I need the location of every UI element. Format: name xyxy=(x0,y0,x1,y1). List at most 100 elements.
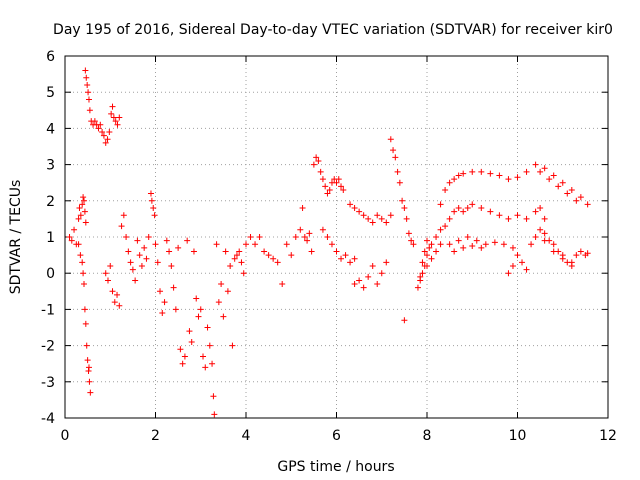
data-point-0-64 xyxy=(138,262,145,269)
data-point-0-196 xyxy=(460,208,467,215)
y-tick-label-9: 5 xyxy=(46,85,55,101)
x-tick-label-3: 6 xyxy=(332,428,341,444)
data-point-0-156 xyxy=(360,212,367,219)
data-point-0-204 xyxy=(523,215,530,222)
data-point-0-77 xyxy=(163,237,170,244)
data-point-0-247 xyxy=(532,234,539,240)
data-point-0-226 xyxy=(577,194,584,201)
data-point-0-46 xyxy=(114,121,121,128)
data-point-0-9 xyxy=(81,197,88,204)
data-point-0-180 xyxy=(408,237,415,244)
data-point-0-91 xyxy=(195,313,202,320)
data-point-0-89 xyxy=(190,248,197,255)
data-point-0-188 xyxy=(426,244,433,251)
data-point-0-95 xyxy=(204,324,211,331)
data-point-0-155 xyxy=(356,208,363,215)
data-point-0-227 xyxy=(584,201,591,208)
data-point-0-198 xyxy=(469,201,476,208)
data-point-0-108 xyxy=(231,255,238,262)
data-point-0-42 xyxy=(108,110,115,117)
data-point-0-48 xyxy=(102,270,109,277)
data-point-0-75 xyxy=(159,310,166,317)
data-point-0-38 xyxy=(100,132,107,139)
data-point-0-244 xyxy=(509,262,516,269)
data-point-0-183 xyxy=(414,284,421,291)
data-point-0-72 xyxy=(152,241,159,248)
data-point-0-8 xyxy=(80,194,87,201)
data-point-0-4 xyxy=(75,215,82,222)
data-point-0-241 xyxy=(514,252,521,259)
data-point-0-270 xyxy=(421,262,428,269)
data-point-0-87 xyxy=(186,328,193,335)
data-point-0-54 xyxy=(116,302,123,309)
data-point-0-240 xyxy=(509,244,516,251)
data-point-0-90 xyxy=(193,295,200,302)
data-point-0-120 xyxy=(274,259,281,266)
x-tick-label-5: 10 xyxy=(509,428,527,444)
data-point-0-268 xyxy=(417,273,424,280)
data-point-0-229 xyxy=(546,176,553,183)
data-point-0-112 xyxy=(240,270,247,277)
data-point-0-135 xyxy=(319,176,326,183)
data-point-0-29 xyxy=(85,96,92,103)
data-point-0-231 xyxy=(564,190,571,197)
data-point-0-60 xyxy=(129,266,136,273)
data-point-0-165 xyxy=(360,284,367,291)
y-axis-label: SDTVAR / TECUs xyxy=(8,180,24,295)
data-point-0-172 xyxy=(390,147,397,154)
y-tick-label-3: -1 xyxy=(41,302,55,318)
data-point-0-154 xyxy=(351,205,358,212)
data-point-0-160 xyxy=(378,215,385,222)
data-point-0-171 xyxy=(387,136,394,143)
data-point-0-83 xyxy=(177,346,184,353)
data-point-0-81 xyxy=(172,306,179,313)
data-point-0-50 xyxy=(107,262,114,269)
data-point-0-225 xyxy=(568,186,575,193)
data-point-0-92 xyxy=(197,306,204,313)
data-point-0-24 xyxy=(85,364,92,371)
data-point-0-151 xyxy=(347,259,354,266)
data-point-0-221 xyxy=(532,161,539,168)
data-point-0-102 xyxy=(218,281,225,288)
data-point-0-82 xyxy=(175,244,182,251)
data-point-0-67 xyxy=(145,234,152,240)
data-point-0-220 xyxy=(523,168,530,175)
x-tick-label-2: 4 xyxy=(242,428,251,444)
data-point-0-149 xyxy=(338,255,345,262)
data-point-0-71 xyxy=(151,212,158,219)
data-point-0-99 xyxy=(211,411,218,418)
data-point-0-197 xyxy=(464,205,471,212)
data-point-0-216 xyxy=(487,170,494,177)
data-point-0-130 xyxy=(308,248,315,255)
data-point-0-201 xyxy=(496,212,503,219)
data-point-0-248 xyxy=(537,226,544,233)
data-point-0-170 xyxy=(383,259,390,266)
data-point-0-111 xyxy=(238,259,245,266)
data-point-0-153 xyxy=(347,201,354,208)
data-point-0-161 xyxy=(383,219,390,226)
data-point-0-267 xyxy=(437,241,444,248)
data-point-0-10 xyxy=(81,208,88,215)
data-point-0-143 xyxy=(338,183,345,190)
data-point-0-115 xyxy=(252,241,259,248)
data-point-0-113 xyxy=(243,241,249,248)
data-point-0-86 xyxy=(184,237,191,244)
data-point-0-144 xyxy=(340,186,347,193)
data-point-0-63 xyxy=(136,252,143,259)
data-point-0-16 xyxy=(81,281,88,288)
data-point-0-275 xyxy=(478,244,485,251)
data-point-0-14 xyxy=(79,259,86,266)
data-point-0-262 xyxy=(559,252,566,259)
data-point-0-47 xyxy=(116,114,123,121)
data-point-0-37 xyxy=(99,129,106,136)
data-point-0-125 xyxy=(297,226,304,233)
data-point-0-106 xyxy=(227,262,234,269)
data-point-0-272 xyxy=(451,248,458,255)
data-point-0-224 xyxy=(559,179,566,186)
data-point-0-182 xyxy=(401,317,408,324)
data-point-0-137 xyxy=(324,190,331,197)
data-point-0-13 xyxy=(77,252,84,259)
data-point-0-211 xyxy=(451,176,458,183)
data-point-0-213 xyxy=(460,170,467,177)
data-point-0-239 xyxy=(500,241,507,248)
